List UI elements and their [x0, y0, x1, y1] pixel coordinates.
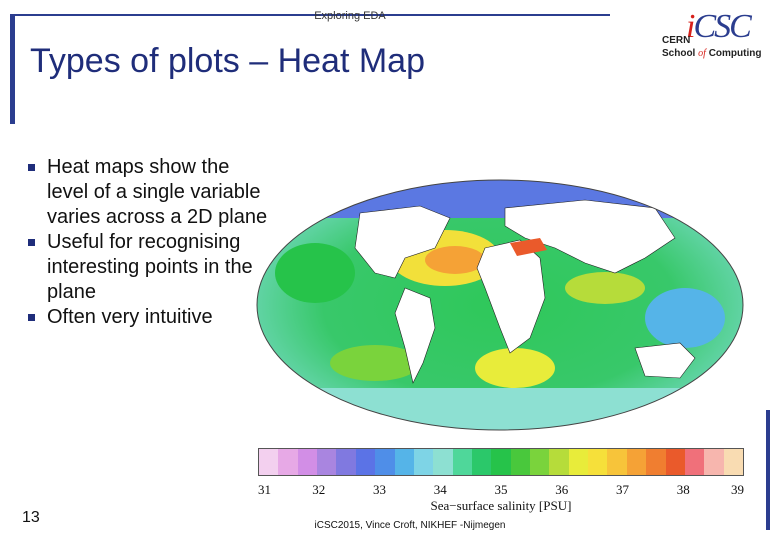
left-accent-bar: [10, 14, 15, 124]
colorbar-swatch: [665, 449, 685, 475]
bullet-list: Heat maps show the level of a single var…: [28, 155, 268, 330]
colorbar-swatch: [530, 449, 550, 475]
map-svg: [256, 179, 744, 431]
right-accent-bar: [766, 410, 770, 530]
colorbar-swatch: [491, 449, 511, 475]
page-number: 13: [22, 509, 40, 526]
logo-mark: iCSC: [686, 8, 752, 45]
header-label: Exploring EDA: [314, 10, 386, 22]
colorbar-swatch: [510, 449, 531, 475]
colorbar-swatch: [375, 449, 395, 475]
footer-credit: iCSC2015, Vince Croft, NIKHEF -Nijmegen: [314, 520, 506, 531]
colorbar-swatch: [549, 449, 569, 475]
colorbar-tick-label: 32: [312, 482, 326, 497]
icsc-logo: iCSC CERN School of Computing: [660, 8, 775, 64]
colorbar-tick-label: 39: [731, 482, 744, 497]
colorbar-tick-label: 34: [433, 482, 447, 497]
bullet-square-icon: [28, 314, 35, 321]
colorbar-swatch: [607, 449, 627, 475]
colorbar-swatch: [355, 449, 376, 475]
colorbar-swatch: [394, 449, 414, 475]
colorbar-swatch: [568, 449, 589, 475]
colorbar-swatch: [646, 449, 666, 475]
colorbar-swatch: [433, 449, 453, 475]
colorbar-swatch: [723, 449, 743, 475]
top-rule: [10, 14, 610, 16]
colorbar-swatch: [297, 449, 318, 475]
colorbar-tick-label: 35: [494, 482, 508, 497]
colorbar-swatch: [317, 449, 337, 475]
logo-school-line: School of Computing: [662, 48, 762, 59]
bullet-square-icon: [28, 164, 35, 171]
logo-cern: CERN: [662, 35, 691, 46]
colorbar-swatch: [684, 449, 705, 475]
colorbar-swatch: [471, 449, 492, 475]
colorbar-tick-label: 33: [373, 482, 386, 497]
colorbar-strip: [258, 448, 744, 476]
colorbar-tick-label: 38: [676, 482, 690, 497]
colorbar-label: Sea−surface salinity [PSU]: [430, 498, 572, 513]
colorbar-tick-label: 36: [555, 482, 569, 497]
colorbar-swatch: [336, 449, 356, 475]
colorbar-tick-label: 31: [258, 482, 271, 497]
colorbar-swatch: [259, 449, 279, 475]
colorbar-tick-label: 37: [616, 482, 629, 497]
colorbar-swatch: [278, 449, 298, 475]
bullet-square-icon: [28, 239, 35, 246]
bullet-item: Often very intuitive: [28, 305, 268, 330]
colorbar: [258, 448, 744, 478]
colorbar-swatch: [452, 449, 472, 475]
bullet-item: Heat maps show the level of a single var…: [28, 155, 268, 230]
slide-title: Types of plots – Heat Map: [30, 42, 425, 80]
colorbar-swatch: [626, 449, 647, 475]
bullet-item: Useful for recognising interesting point…: [28, 230, 268, 305]
salinity-world-map: [255, 178, 745, 433]
colorbar-swatch: [704, 449, 724, 475]
colorbar-swatch: [413, 449, 434, 475]
colorbar-ticks: 31 32 33 34 35 36 37 38 39: [258, 482, 744, 498]
colorbar-swatch: [588, 449, 608, 475]
